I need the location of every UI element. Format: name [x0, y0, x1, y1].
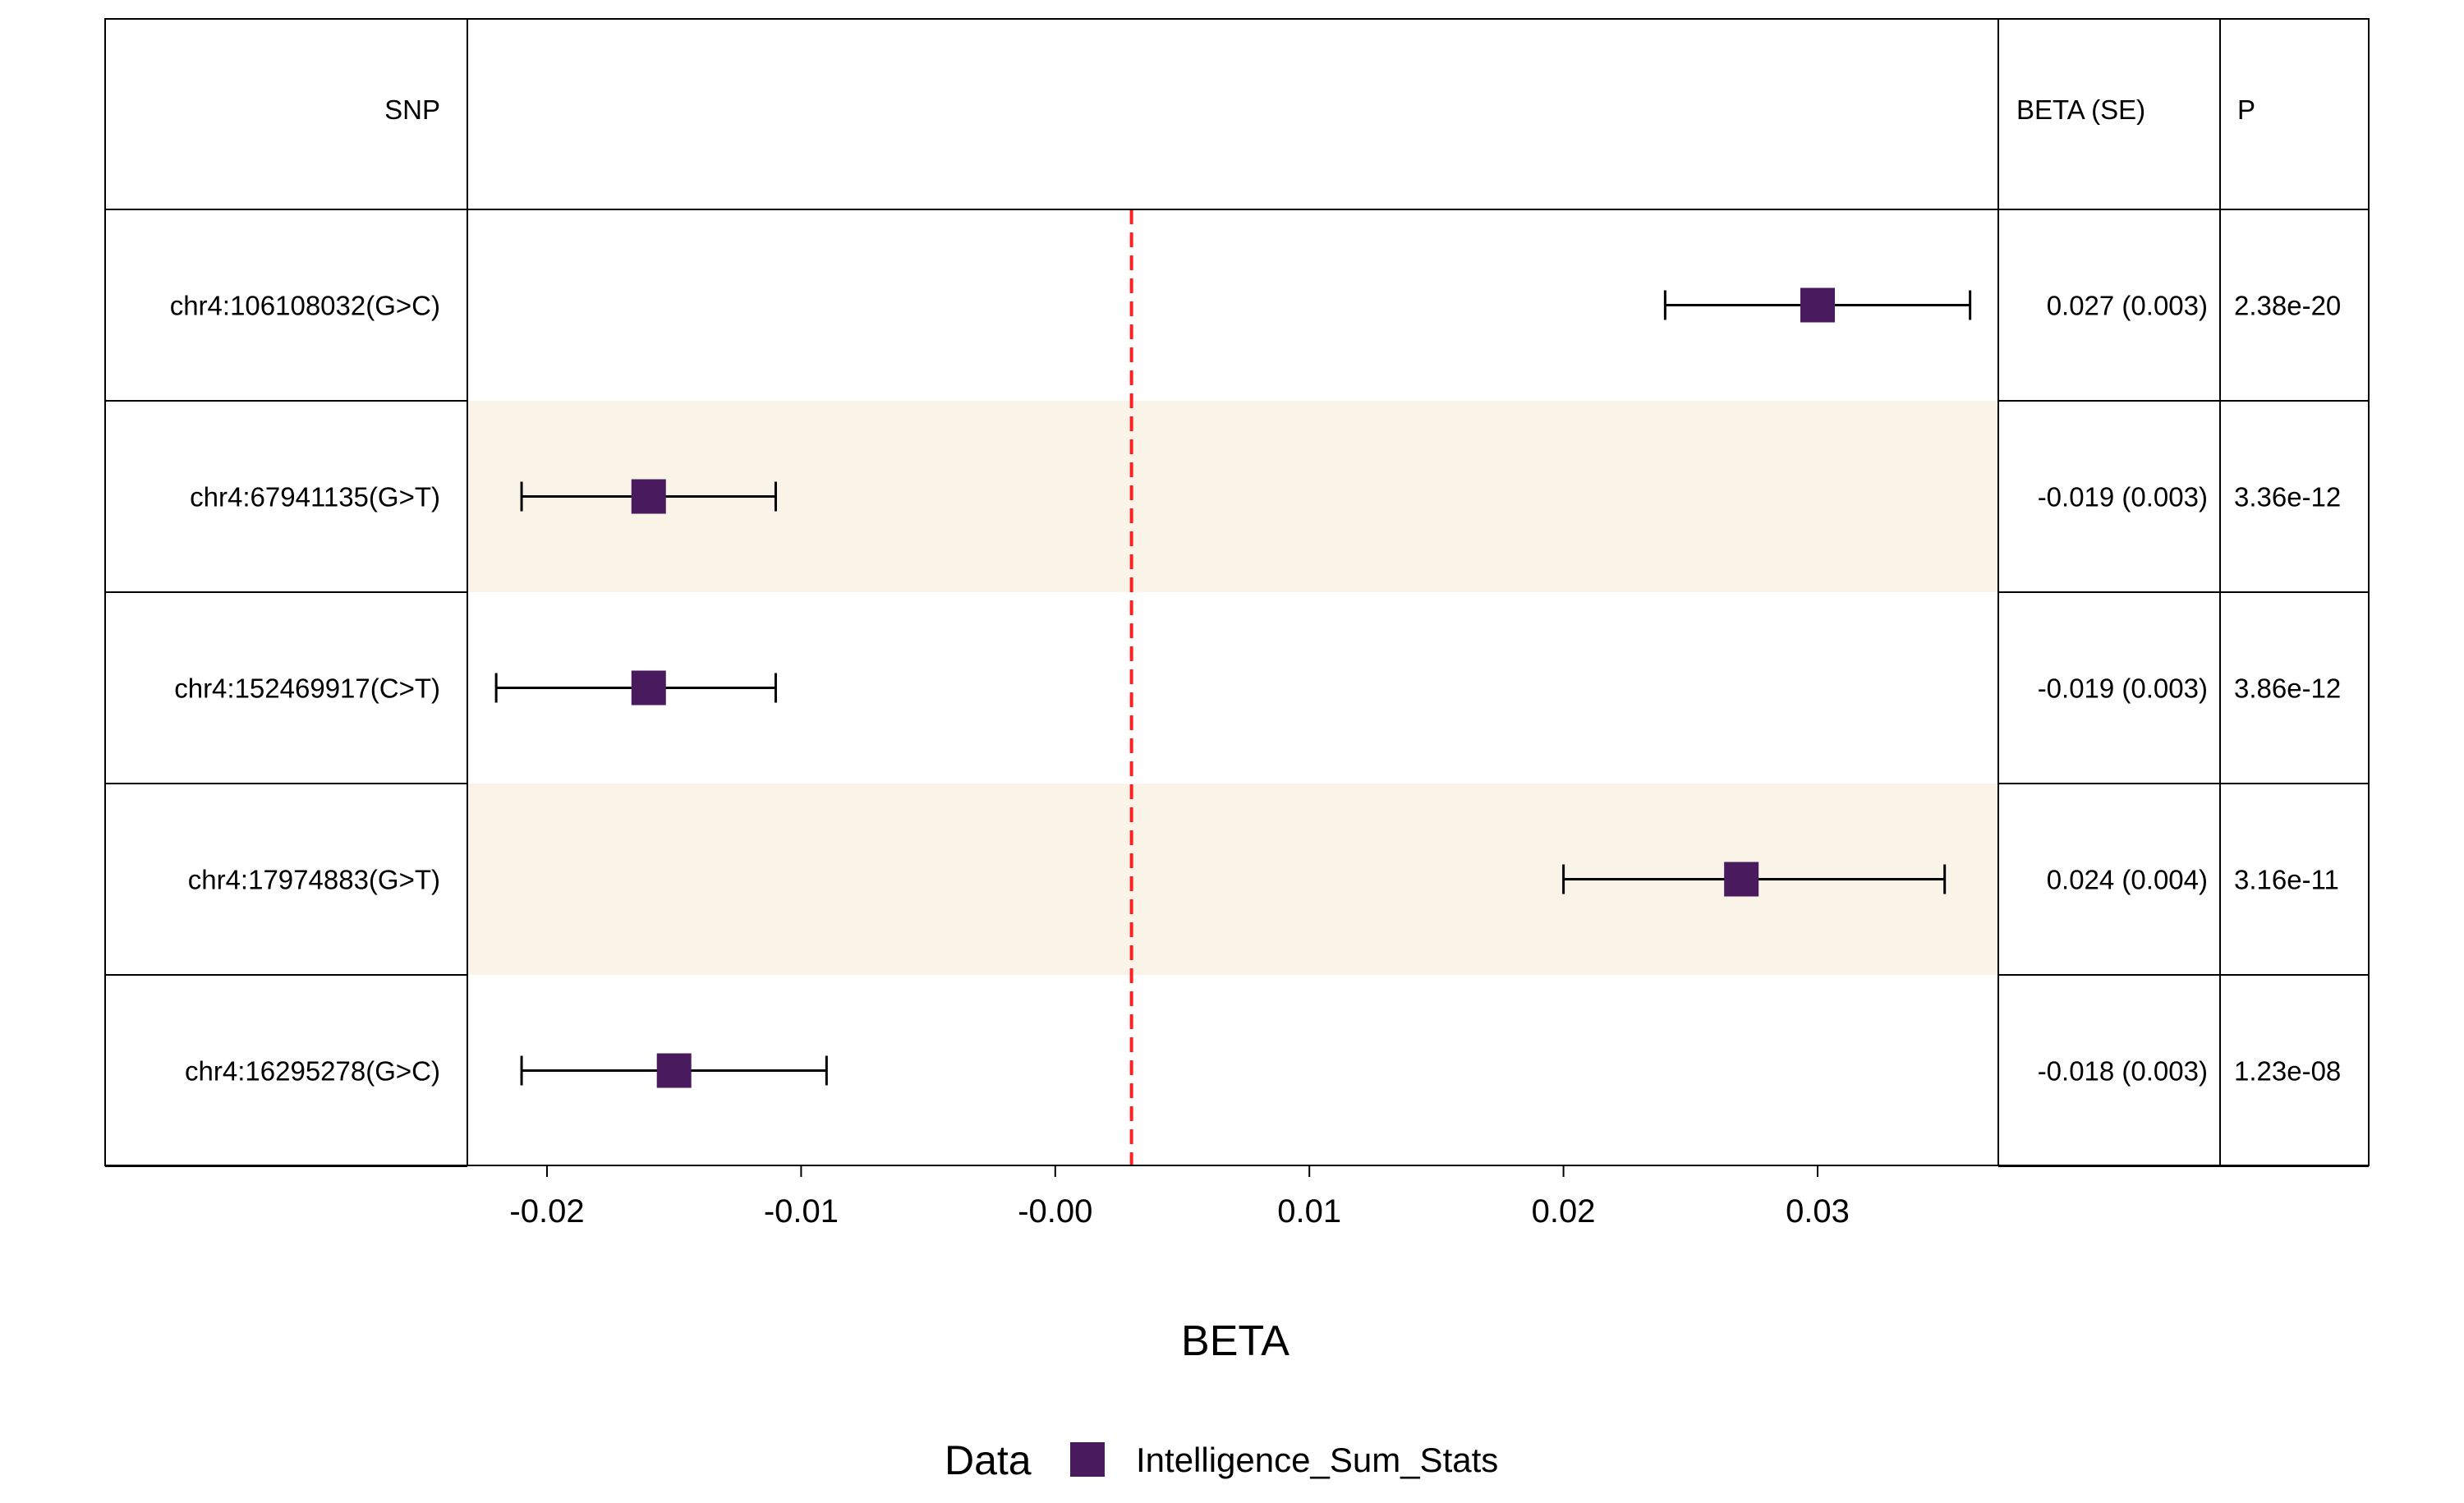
snp-label: chr4:16295278(G>C) [185, 1056, 440, 1087]
beta-se-value: -0.019 (0.003) [2038, 673, 2208, 704]
x-axis-label: BETA [1181, 1317, 1289, 1365]
beta-point [656, 1053, 692, 1088]
snp-label: chr4:152469917(C>T) [174, 673, 440, 704]
snp-label: chr4:17974883(G>T) [188, 865, 440, 895]
p-value: 2.38e-20 [2234, 291, 2341, 321]
beta-se-value: 0.024 (0.004) [2047, 865, 2208, 895]
snp-label: chr4:67941135(G>T) [190, 482, 440, 512]
table-grid [104, 18, 2370, 1167]
x-tick-label: -0.02 [509, 1193, 584, 1230]
legend-entry: Intelligence_Sum_Stats [1136, 1441, 1498, 1479]
beta-se-value: -0.018 (0.003) [2038, 1056, 2208, 1087]
beta-point [1724, 862, 1759, 897]
p-value: 3.36e-12 [2234, 482, 2341, 512]
beta-se-column-header: BETA (SE) [2016, 94, 2145, 125]
x-tick-label: 0.01 [1277, 1193, 1341, 1230]
beta-point [631, 670, 666, 706]
x-tick-label: 0.02 [1532, 1193, 1596, 1230]
beta-se-value: -0.019 (0.003) [2038, 482, 2208, 512]
beta-point [1800, 287, 1835, 323]
snp-label: chr4:106108032(G>C) [170, 291, 440, 321]
beta-se-value: 0.027 (0.003) [2047, 291, 2208, 321]
row-text: chr4:106108032(G>C) 0.027 (0.003) 2.38e-20… [170, 291, 2342, 1087]
legend-key [1070, 1442, 1105, 1477]
p-value: 3.16e-11 [2234, 865, 2339, 895]
x-axis: -0.02 -0.01 -0.00 0.01 0.02 0.03 [509, 1165, 1850, 1230]
x-tick-label: 0.03 [1786, 1193, 1850, 1230]
x-tick-label: -0.00 [1018, 1193, 1092, 1230]
p-value: 1.23e-08 [2234, 1056, 2341, 1087]
beta-point [631, 479, 666, 514]
p-value: 3.86e-12 [2234, 673, 2341, 704]
x-tick-label: -0.01 [764, 1193, 839, 1230]
legend: Data Intelligence_Sum_Stats [945, 1437, 1498, 1483]
p-column-header: P [2237, 94, 2255, 125]
legend-title: Data [945, 1437, 1032, 1483]
points [631, 287, 1835, 1088]
snp-column-header: SNP [384, 94, 440, 125]
